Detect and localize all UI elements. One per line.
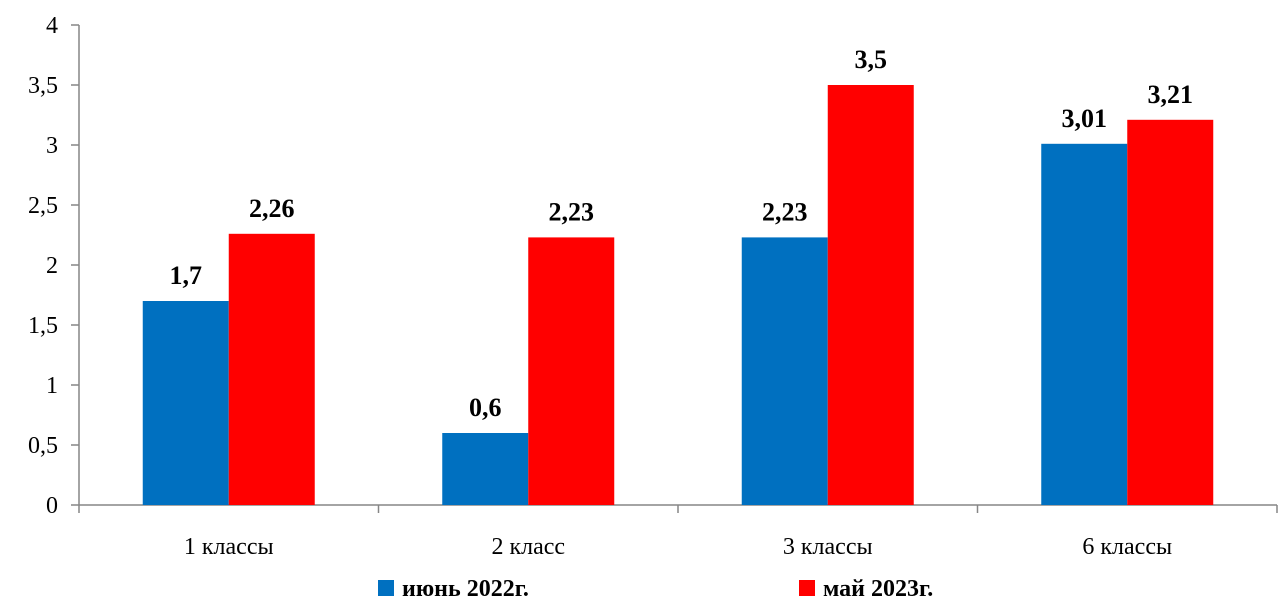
y-tick-label: 1 [46,373,58,399]
x-tick-label: 1 классы [184,534,274,560]
bar-may-2023 [827,85,914,505]
bar-may-2023 [528,237,615,505]
y-tick-label: 4 [46,13,58,39]
legend-label: май 2023г. [823,576,933,602]
bar-june-2022 [1041,143,1128,506]
legend-swatch [378,580,394,596]
bar-june-2022 [741,237,828,505]
x-tick-label: 2 класс [491,534,565,560]
x-tick-label: 6 классы [1082,534,1172,560]
y-tick-label: 2 [46,253,58,279]
y-tick-label: 0 [46,493,58,519]
data-label: 2,23 [762,197,808,226]
x-tick-label: 3 классы [783,534,873,560]
y-tick-label: 3,5 [28,73,58,99]
bar-may-2023 [1127,119,1214,506]
data-label: 3,5 [855,45,888,74]
y-tick-label: 3 [46,133,58,159]
data-label: 0,6 [469,393,502,422]
data-label: 2,26 [249,194,295,223]
bar-june-2022 [142,301,229,505]
bar-june-2022 [442,433,529,505]
y-tick-label: 0,5 [28,433,58,459]
y-tick-label: 2,5 [28,193,58,219]
data-label: 1,7 [170,261,203,290]
data-label: 2,23 [549,197,595,226]
legend-label: июнь 2022г. [402,576,529,602]
data-label: 3,21 [1148,80,1194,109]
bar-may-2023 [228,233,315,506]
y-tick-label: 1,5 [28,313,58,339]
data-label: 3,01 [1062,104,1108,133]
legend-swatch [799,580,815,596]
